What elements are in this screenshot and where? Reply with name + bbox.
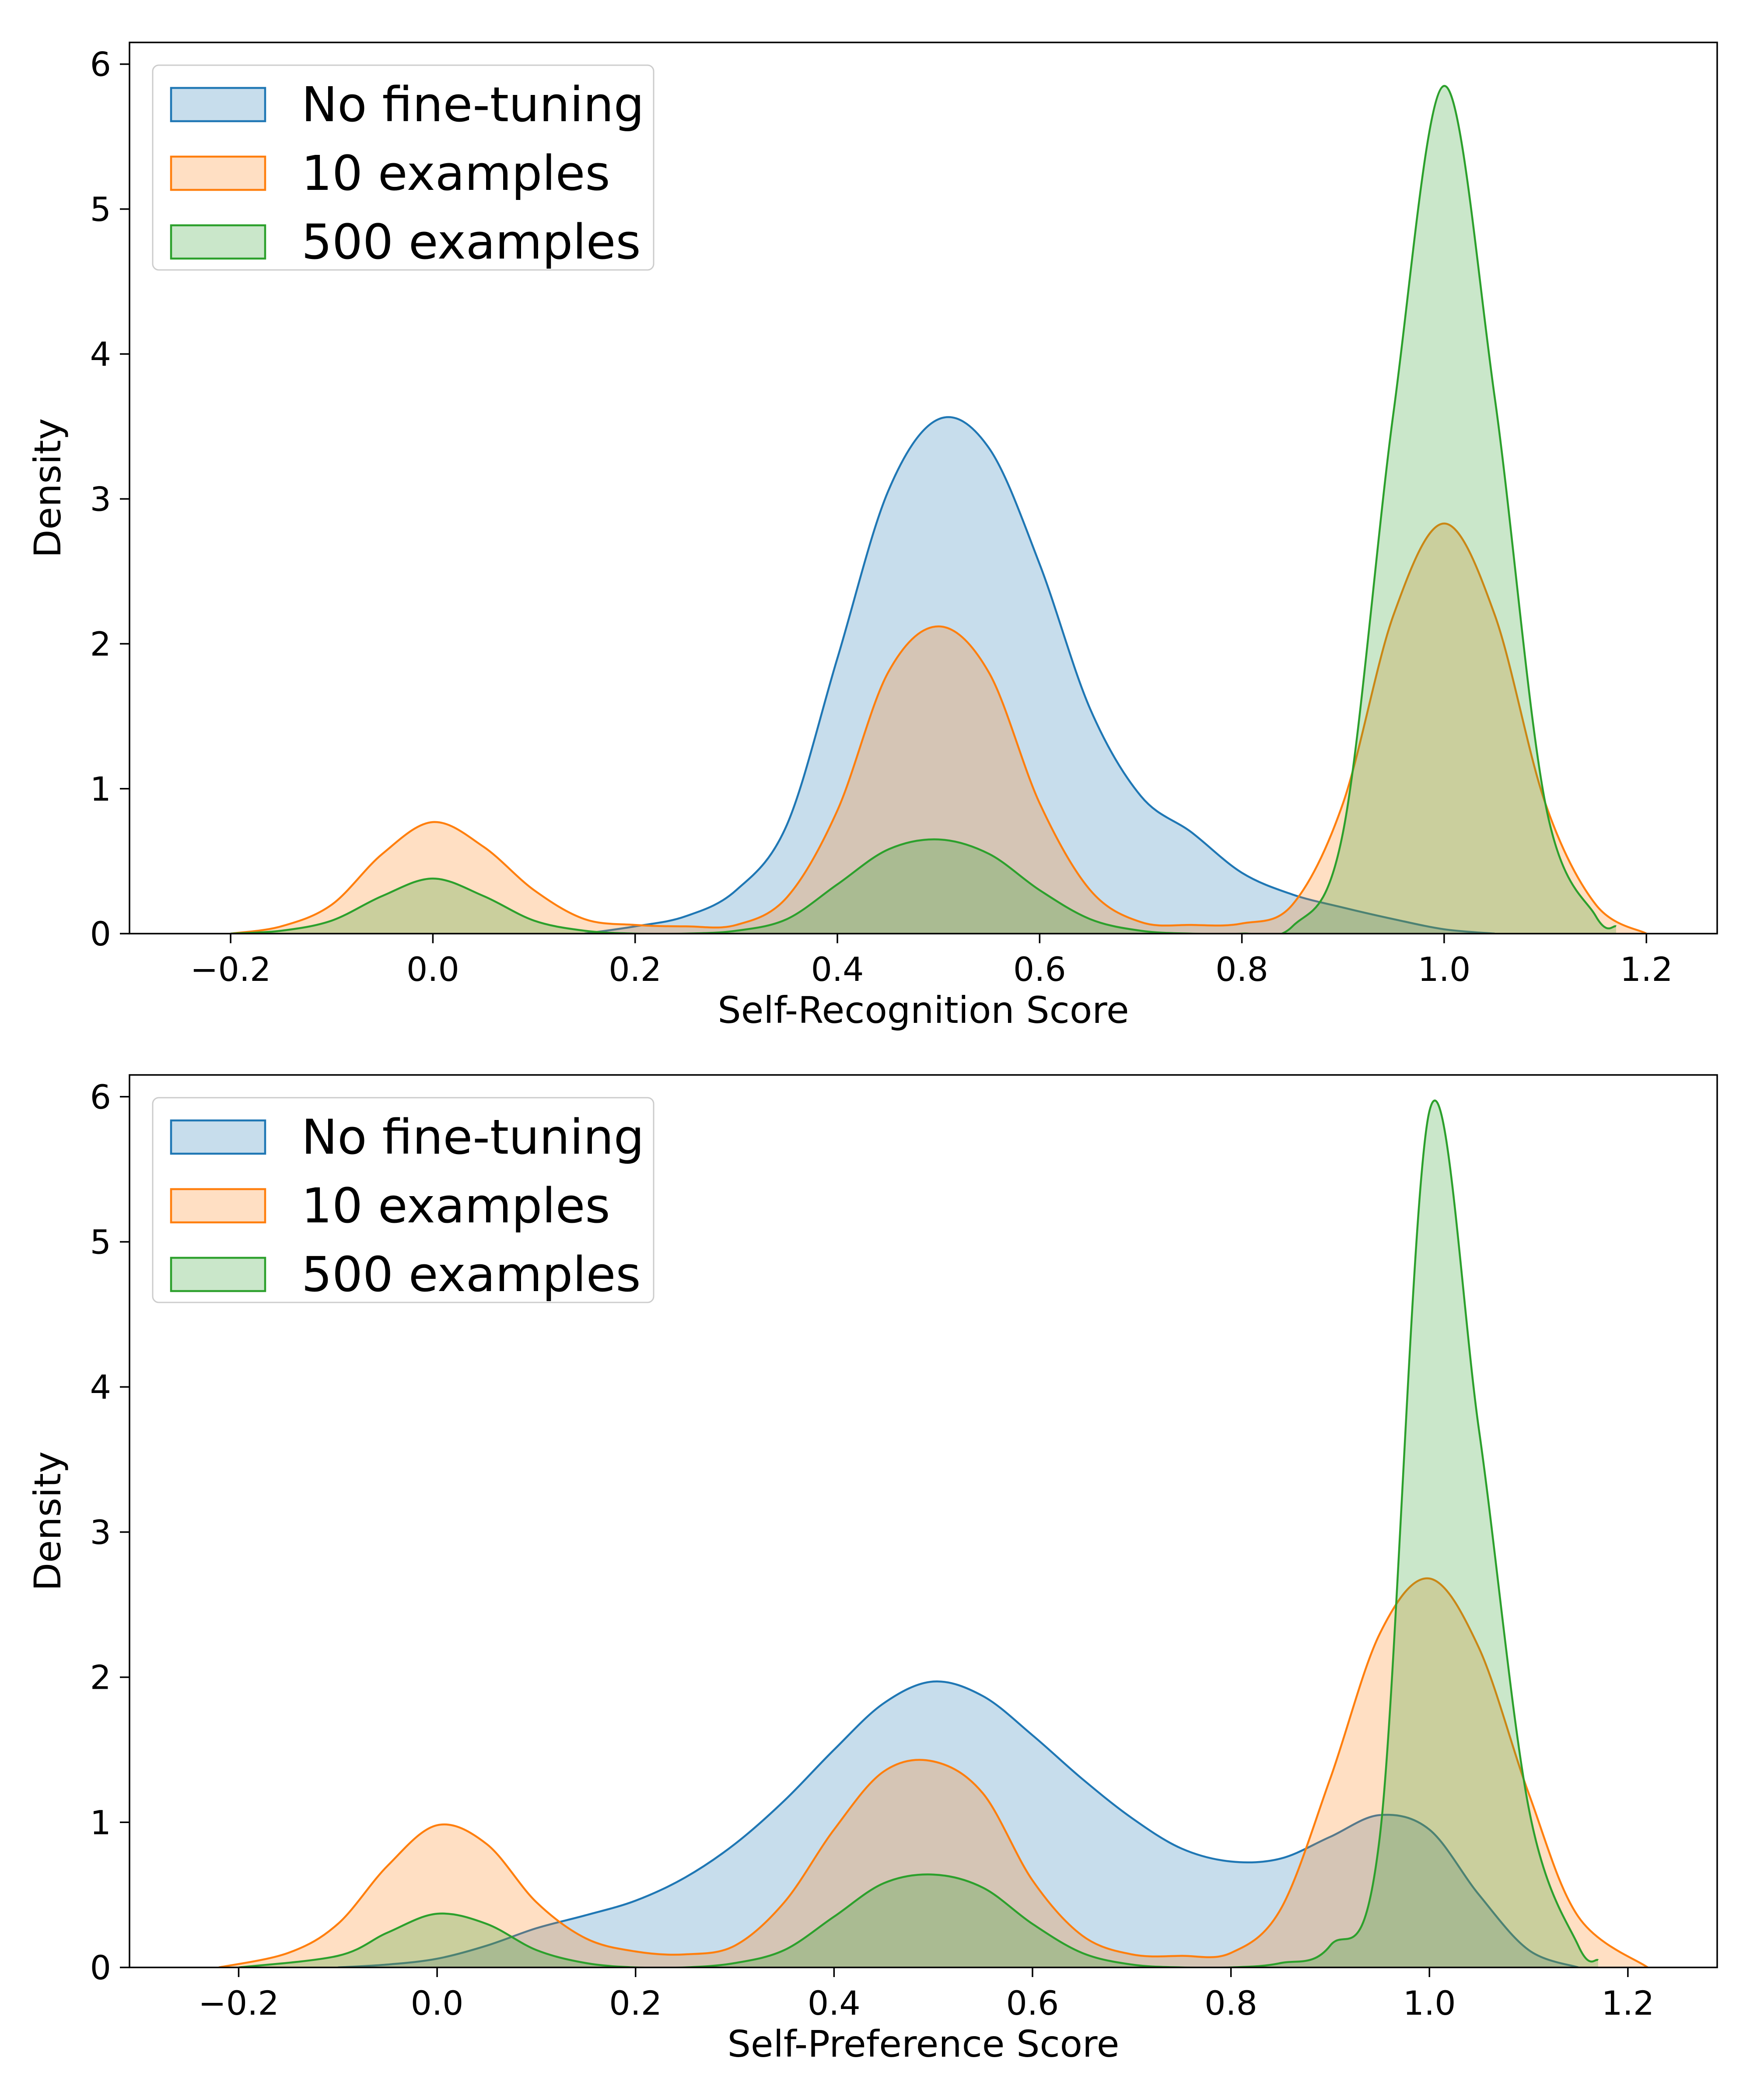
y-tick-label: 5 bbox=[90, 1222, 111, 1261]
x-tick-label: 1.0 bbox=[1403, 1984, 1456, 2023]
series-line-1 bbox=[584, 416, 1495, 934]
x-tick-label: 0.2 bbox=[609, 1984, 662, 2023]
series-area-3 bbox=[231, 86, 1616, 934]
x-axis-label: Self-Recognition Score bbox=[718, 989, 1129, 1032]
legend-swatch-1 bbox=[170, 1119, 266, 1155]
series-line-2 bbox=[230, 522, 1647, 934]
y-axis-label: Density bbox=[26, 1451, 69, 1591]
x-tick-label: −0.2 bbox=[190, 950, 271, 989]
legend-label-3: 500 examples bbox=[301, 1246, 641, 1302]
legend-box bbox=[152, 64, 654, 271]
y-axis-label: Density bbox=[26, 418, 69, 558]
legend-swatch-1 bbox=[170, 87, 266, 122]
y-tick-label: 5 bbox=[90, 190, 111, 229]
legend-swatch-3 bbox=[170, 1256, 266, 1292]
series-line-3 bbox=[230, 85, 1617, 934]
y-tick-label: 0 bbox=[90, 1948, 111, 1987]
x-tick-label: 0.4 bbox=[811, 950, 864, 989]
legend-box bbox=[152, 1097, 654, 1303]
y-tick-label: 1 bbox=[90, 1803, 111, 1842]
y-tick-label: 2 bbox=[90, 625, 111, 664]
legend-swatch-2 bbox=[170, 155, 266, 191]
x-tick-label: 0.6 bbox=[1006, 1984, 1059, 2023]
x-tick-label: 0.4 bbox=[808, 1984, 861, 2023]
y-tick-label: 0 bbox=[90, 914, 111, 953]
x-tick-label: 0.2 bbox=[609, 950, 662, 989]
x-tick-label: 0.0 bbox=[411, 1984, 464, 2023]
series-area-1 bbox=[584, 417, 1495, 934]
legend: No fine-tuning 10 examples 500 examples bbox=[152, 64, 654, 271]
legend-label-2: 10 examples bbox=[301, 1178, 610, 1234]
x-tick-label: −0.2 bbox=[198, 1984, 279, 2023]
x-tick-label: 0.0 bbox=[406, 950, 459, 989]
y-tick-label: 3 bbox=[90, 1513, 111, 1552]
chart-panel-2: −0.2 0.0 0.2 0.4 0.6 0.8 1.0 1.2 0 1 2 3 4 5 6 Self-Pre… bbox=[26, 1074, 1718, 2065]
x-tick-label: 0.6 bbox=[1013, 950, 1066, 989]
x-tick-label: 1.2 bbox=[1601, 1984, 1654, 2023]
x-tick-label: 0.8 bbox=[1204, 1984, 1257, 2023]
y-tick-label: 2 bbox=[90, 1658, 111, 1697]
series-area-2 bbox=[219, 1578, 1648, 1967]
plot-area bbox=[218, 1099, 1648, 1967]
series-line-2 bbox=[218, 1577, 1648, 1967]
x-axis-label: Self-Preference Score bbox=[728, 2023, 1120, 2065]
series-area-2 bbox=[231, 523, 1647, 934]
plot-area bbox=[230, 85, 1647, 934]
y-tick-label: 4 bbox=[90, 335, 111, 374]
legend-label-2: 10 examples bbox=[301, 145, 610, 201]
y-tick-label: 6 bbox=[90, 1078, 111, 1116]
legend-label-1: No fine-tuning bbox=[301, 77, 644, 133]
y-tick-label: 3 bbox=[90, 480, 111, 518]
legend-swatch-3 bbox=[170, 224, 266, 260]
legend-label-1: No fine-tuning bbox=[301, 1109, 644, 1165]
x-tick-label: 0.8 bbox=[1215, 950, 1268, 989]
legend: No fine-tuning 10 examples 500 examples bbox=[152, 1097, 654, 1303]
axes-frame bbox=[129, 42, 1718, 934]
series-area-3 bbox=[238, 1100, 1598, 1967]
legend-swatch-2 bbox=[170, 1188, 266, 1224]
series-line-3 bbox=[238, 1099, 1599, 1967]
x-tick-label: 1.0 bbox=[1418, 950, 1470, 989]
chart-panel-1: −0.2 0.0 0.2 0.4 0.6 0.8 1.0 1.2 0 1 2 3 4 5 6 Self-Rec… bbox=[26, 42, 1718, 1032]
y-tick-label: 4 bbox=[90, 1368, 111, 1407]
x-tick-label: 1.2 bbox=[1620, 950, 1673, 989]
y-tick-label: 6 bbox=[90, 45, 111, 84]
y-tick-label: 1 bbox=[90, 770, 111, 808]
legend-label-3: 500 examples bbox=[301, 214, 641, 270]
axes-frame bbox=[129, 1074, 1718, 1968]
